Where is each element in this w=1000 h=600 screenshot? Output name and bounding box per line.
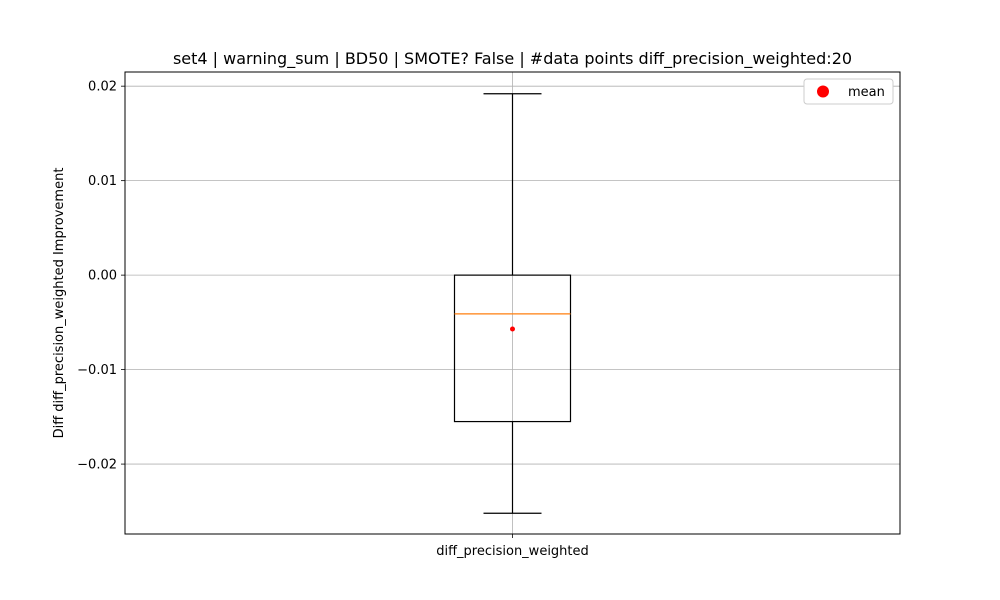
- y-tick-label: −0.01: [77, 363, 117, 378]
- iqr-box: [453, 274, 572, 423]
- x-axis-ticks: diff_precision_weighted: [436, 534, 589, 559]
- legend-marker: [817, 85, 829, 98]
- legend: mean: [803, 78, 894, 105]
- y-tick-label: 0.02: [88, 80, 117, 95]
- y-axis-ticks: −0.02 −0.01 0.00 0.01 0.02: [77, 80, 125, 473]
- y-axis-label: Diff diff_precision_weighted Improvement: [52, 168, 67, 439]
- y-tick-label: 0.00: [88, 269, 117, 284]
- legend-box: [803, 78, 894, 105]
- y-tick-label: 0.01: [88, 174, 117, 189]
- plot-area-frame: [124, 71, 901, 535]
- mean-marker: [510, 326, 515, 332]
- box-plot: [453, 93, 572, 514]
- x-tick-label: diff_precision_weighted: [436, 544, 589, 559]
- chart-title: set4 | warning_sum | BD50 | SMOTE? False…: [173, 49, 852, 69]
- legend-label: mean: [848, 85, 885, 100]
- y-tick-label: −0.02: [77, 458, 117, 473]
